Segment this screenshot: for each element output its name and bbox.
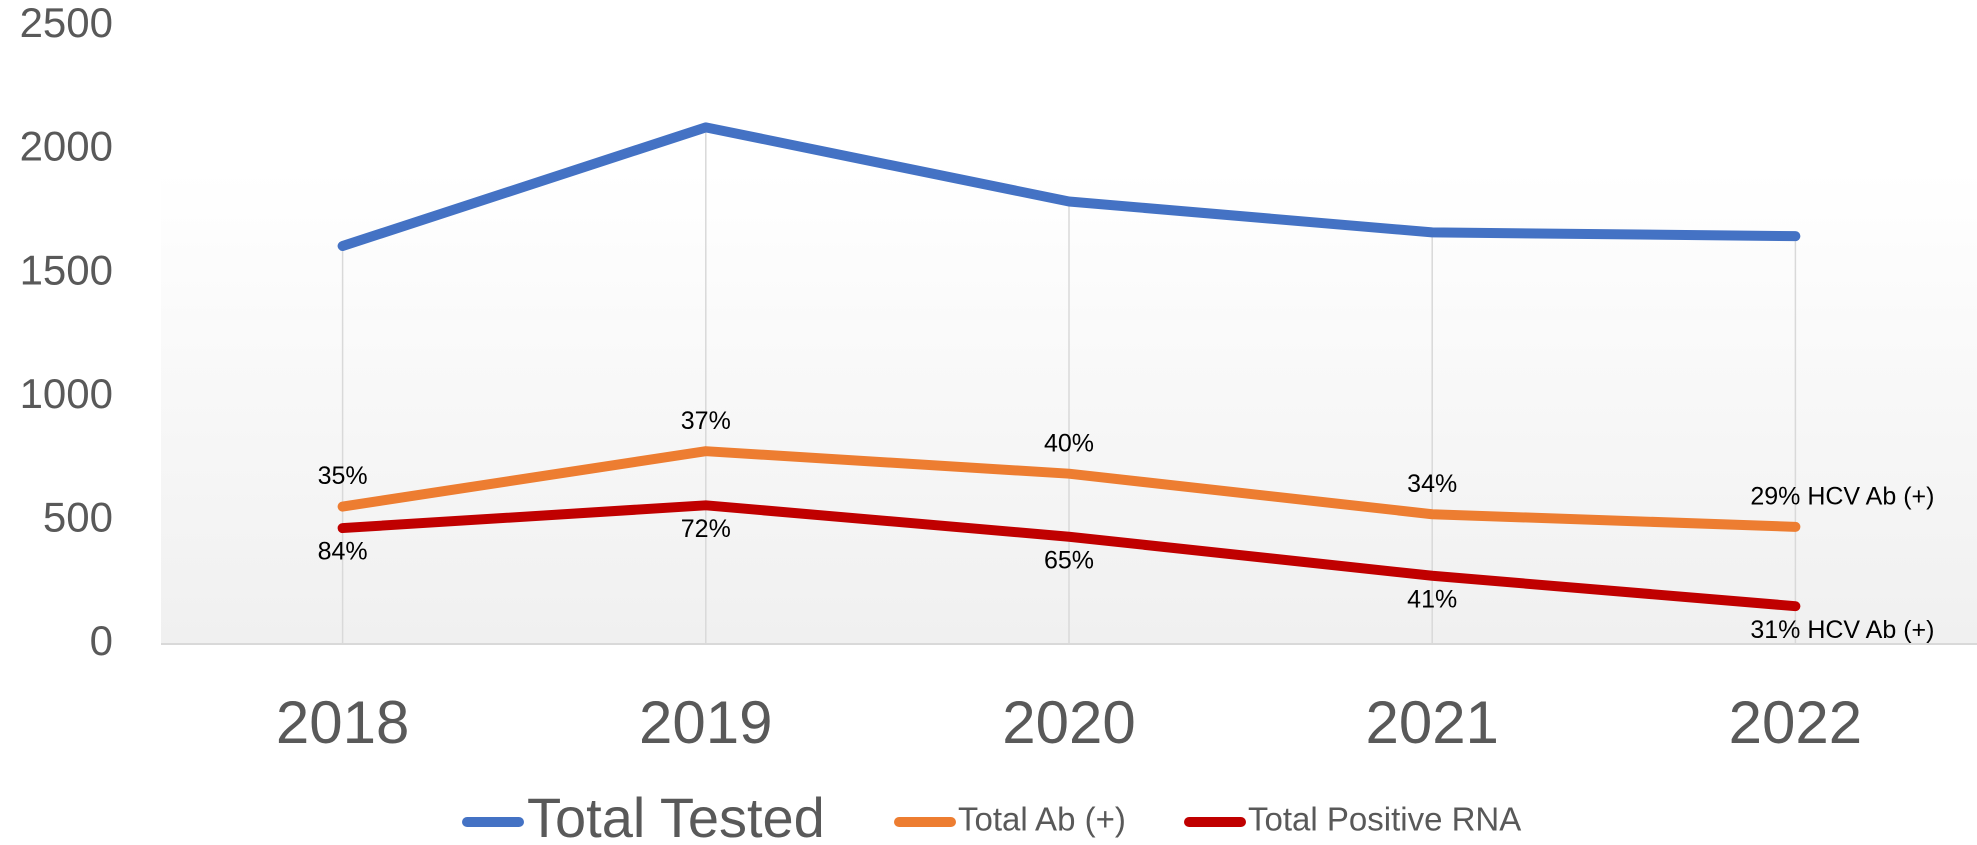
y-tick-label: 1000 xyxy=(20,370,113,417)
point-label: 84% xyxy=(318,538,368,566)
point-label: 35% xyxy=(318,462,368,490)
legend-label: Total Ab (+) xyxy=(958,801,1126,838)
y-tick-label: 0 xyxy=(90,617,113,664)
y-tick-label: 2000 xyxy=(20,123,113,170)
point-label: 65% xyxy=(1044,546,1094,574)
point-label: 37% xyxy=(681,407,731,435)
legend-label: Total Positive RNA xyxy=(1248,801,1521,838)
x-tick-label: 2019 xyxy=(639,689,772,756)
legend-label: Total Tested xyxy=(527,786,825,845)
point-label: 29% HCV Ab (+) xyxy=(1750,482,1934,510)
point-label: 34% xyxy=(1407,470,1457,498)
y-tick-label: 1500 xyxy=(20,246,113,293)
series-line xyxy=(337,122,1801,252)
point-label: 72% xyxy=(681,515,731,543)
series-line xyxy=(337,446,1801,532)
x-tick-label: 2022 xyxy=(1729,689,1862,756)
point-label: 31% HCV Ab (+) xyxy=(1750,616,1934,644)
x-tick-label: 2020 xyxy=(1002,689,1135,756)
x-tick-label: 2021 xyxy=(1365,689,1498,756)
series-line xyxy=(337,500,1801,612)
point-label: 41% xyxy=(1407,585,1457,613)
point-label: 40% xyxy=(1044,429,1094,457)
x-tick-label: 2018 xyxy=(276,689,409,756)
y-tick-label: 500 xyxy=(43,493,113,540)
y-tick-label: 2500 xyxy=(20,0,113,46)
